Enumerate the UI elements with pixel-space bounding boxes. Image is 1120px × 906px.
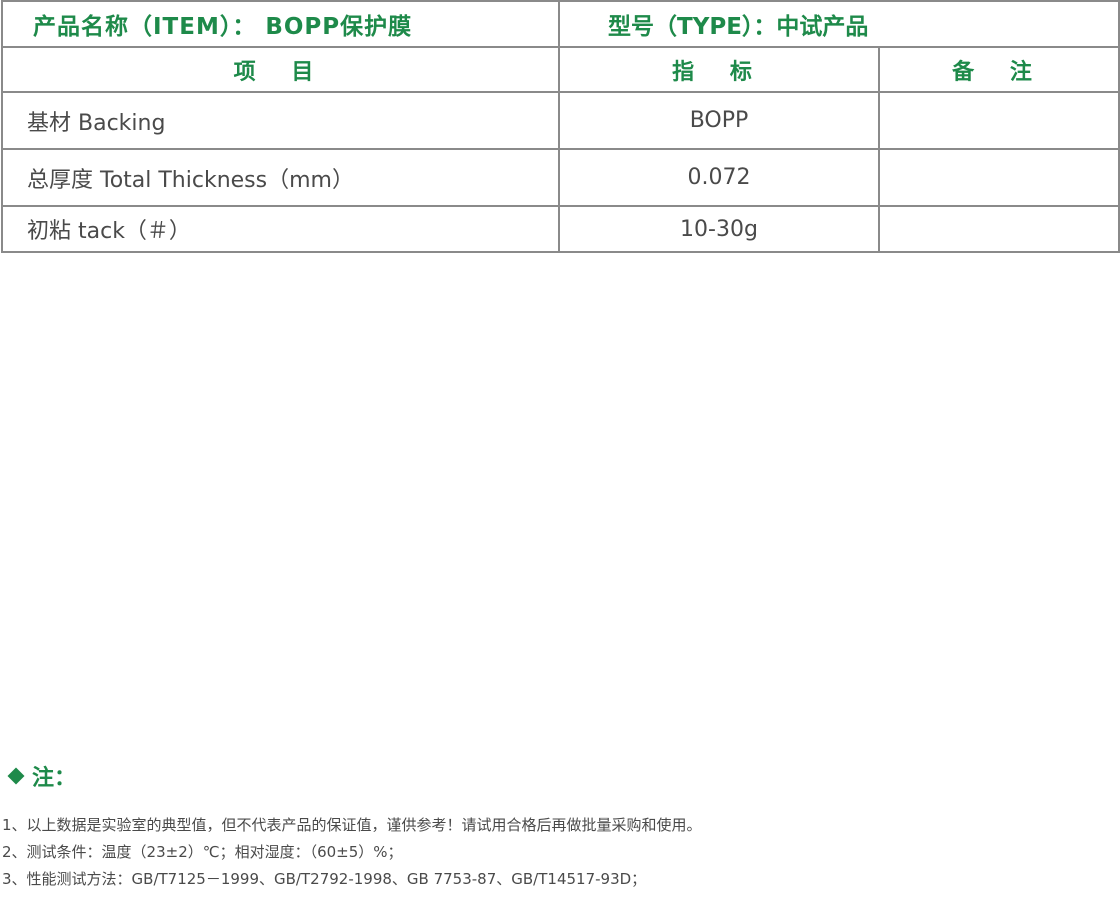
notes-heading: 注： [6, 760, 76, 792]
row-remark [877, 91, 1120, 150]
table-row: 总厚度 Total Thickness（mm） 0.072 [1, 148, 1120, 207]
spec-table: 产品名称（ITEM）： BOPP保护膜 型号（TYPE）：中试产品 项 目 指 … [1, 0, 1120, 253]
header-remark: 备 注 [877, 46, 1120, 93]
row-value: 0.072 [558, 148, 880, 207]
note-item: 3、性能测试方法：GB/T7125－1999、GB/T2792-1998、GB … [2, 870, 647, 888]
note-item: 2、测试条件：温度（23±2）℃；相对湿度：（60±5）%； [2, 843, 403, 861]
table-row: 初粘 tack（＃） 10-30g [1, 205, 1120, 253]
row-remark [877, 205, 1120, 253]
diamond-bullet-icon [7, 767, 25, 785]
row-item-label: 初粘 tack（＃） [1, 205, 560, 253]
notes-title-text: 注： [32, 766, 77, 791]
note-item: 1、以上数据是实验室的典型值，但不代表产品的保证值，谨供参考！请试用合格后再做批… [2, 816, 702, 834]
notes-list: 1、以上数据是实验室的典型值，但不代表产品的保证值，谨供参考！请试用合格后再做批… [2, 812, 702, 893]
header-item: 项 目 [1, 46, 560, 93]
header-row: 项 目 指 标 备 注 [1, 46, 1120, 93]
row-item-label: 总厚度 Total Thickness（mm） [1, 148, 560, 207]
header-spec: 指 标 [558, 46, 880, 93]
table-row: 基材 Backing BOPP [1, 91, 1120, 150]
title-row: 产品名称（ITEM）： BOPP保护膜 型号（TYPE）：中试产品 [1, 0, 1120, 48]
row-remark [877, 148, 1120, 207]
row-value: BOPP [558, 91, 880, 150]
row-value: 10-30g [558, 205, 880, 253]
product-type-title: 型号（TYPE）：中试产品 [557, 0, 1120, 48]
row-item-label: 基材 Backing [1, 91, 560, 150]
product-name-title: 产品名称（ITEM）： BOPP保护膜 [1, 0, 560, 48]
